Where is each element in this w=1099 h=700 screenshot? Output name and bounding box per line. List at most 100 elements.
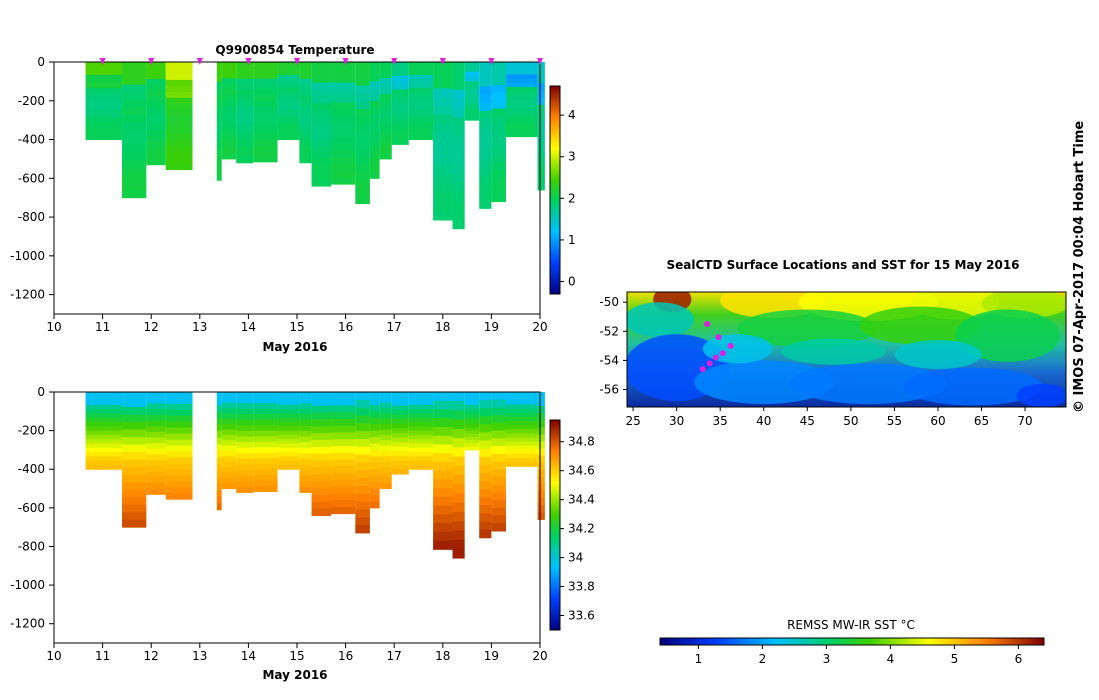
profile-cell-2-4 [146, 84, 166, 92]
profile-cell-12-12 [355, 485, 370, 495]
profile-cell-14-5 [379, 418, 392, 425]
profile-cell-4-16 [216, 167, 222, 175]
profile-cell-14-4 [379, 83, 392, 90]
profile-cell-21-16 [491, 515, 506, 524]
profile-cell-14-1 [379, 397, 392, 404]
y-tick-label: 0 [37, 385, 45, 399]
profile-cell-22-8 [505, 95, 538, 100]
profile-cell-7-15 [253, 145, 278, 152]
profile-cell-21-1 [491, 69, 506, 79]
profile-cell-20-0 [479, 62, 492, 71]
profile-cell-3-17 [165, 163, 193, 171]
profile-cell-16-9 [408, 100, 434, 106]
profile-cell-9-17 [299, 486, 312, 493]
profile-cell-10-11 [311, 467, 332, 475]
profile-cell-9-11 [299, 123, 312, 130]
sst-colorbar [659, 637, 1045, 646]
station-marker [439, 58, 446, 65]
profile-cell-22-16 [505, 128, 538, 133]
profile-cell-20-17 [479, 200, 492, 209]
profile-cell-5-12 [221, 126, 237, 133]
profile-cell-5-13 [221, 461, 237, 468]
profile-cell-22-7 [505, 420, 538, 426]
profile-cell-9-6 [299, 95, 312, 102]
profile-cell-13-16 [369, 494, 380, 502]
profile-cell-23-8 [537, 448, 545, 457]
temperature-y-ticks: 0 -200 -400 -600 -800 -1000 -1200 [10, 55, 54, 302]
profile-cell-21-15 [491, 507, 506, 517]
profile-cell-8-6 [277, 417, 300, 423]
x-tick-label: 18 [435, 320, 450, 334]
sst-patch [903, 367, 1043, 406]
profile-cell-19-14 [464, 107, 480, 111]
profile-cell-9-3 [299, 408, 312, 415]
profile-cell-12-12 [355, 156, 370, 165]
y-tick-label: -1000 [10, 249, 45, 263]
colorbar-tick-label: 34.8 [568, 435, 595, 449]
profile-cell-11-10 [331, 129, 356, 138]
profile-cell-4-16 [216, 496, 222, 504]
profile-cell-0-4 [85, 79, 123, 85]
profile-cell-22-15 [505, 453, 538, 459]
profile-cell-4-10 [216, 127, 222, 135]
profile-cell-17-6 [433, 444, 453, 454]
profile-cell-14-11 [379, 121, 392, 128]
profile-cell-1-8 [122, 122, 147, 131]
profile-cell-6-11 [236, 453, 254, 460]
profile-cell-11-12 [331, 473, 356, 481]
profile-cell-17-15 [433, 193, 453, 203]
colorbar-tick-label: 4 [568, 108, 576, 122]
profile-cell-15-9 [391, 103, 409, 109]
profile-cell-0-0 [85, 392, 123, 397]
profile-cell-9-11 [299, 453, 312, 460]
profile-cell-18-11 [452, 493, 465, 504]
profile-cell-7-12 [253, 458, 278, 465]
profile-cell-15-1 [391, 66, 409, 72]
profile-cell-6-9 [236, 442, 254, 449]
profile-cell-19-9 [464, 420, 480, 425]
profile-cell-3-8 [165, 109, 193, 117]
profile-cell-8-0 [277, 392, 300, 397]
profile-cell-1-8 [122, 452, 147, 461]
profile-cell-4-9 [216, 450, 222, 458]
profile-cell-3-17 [165, 493, 193, 500]
profile-cell-17-11 [433, 158, 453, 168]
profile-cell-2-6 [146, 96, 166, 103]
profile-cell-23-7 [537, 111, 545, 120]
profile-cell-18-1 [452, 401, 465, 411]
profile-cell-23-15 [537, 498, 545, 506]
profile-cell-0-3 [85, 74, 123, 80]
profile-cell-13-8 [369, 443, 380, 451]
profile-cell-3-1 [165, 397, 193, 405]
profile-cell-15-13 [391, 451, 409, 457]
profile-cell-20-10 [479, 143, 492, 152]
profile-cell-3-15 [165, 151, 193, 159]
profile-cell-18-6 [452, 447, 465, 458]
sst-patch [859, 306, 982, 345]
profile-cell-17-15 [433, 523, 453, 533]
profile-cell-23-9 [537, 455, 545, 464]
profile-cell-8-3 [277, 404, 300, 410]
seal-position [727, 342, 734, 349]
profile-cell-3-9 [165, 445, 193, 453]
profile-cell-20-12 [479, 159, 492, 169]
profile-cell-17-4 [433, 426, 453, 437]
profile-cell-11-11 [331, 466, 356, 474]
profile-cell-22-4 [505, 408, 538, 414]
profile-cell-11-2 [331, 405, 356, 413]
profile-cell-6-0 [236, 392, 254, 399]
profile-cell-2-14 [146, 471, 166, 478]
profile-cell-18-9 [452, 145, 465, 156]
profile-cell-17-3 [433, 88, 453, 98]
profile-cell-9-15 [299, 475, 312, 482]
sst-field [627, 292, 1066, 407]
profile-cell-16-6 [408, 87, 434, 93]
profile-cell-10-3 [311, 412, 332, 420]
profile-cell-0-13 [85, 118, 123, 123]
profile-cell-16-17 [408, 135, 434, 141]
profile-cell-10-10 [311, 460, 332, 469]
profile-cell-2-15 [146, 477, 166, 484]
profile-cell-18-4 [452, 99, 465, 109]
profile-cell-2-12 [146, 130, 166, 137]
x-tick-label: 19 [484, 320, 499, 334]
